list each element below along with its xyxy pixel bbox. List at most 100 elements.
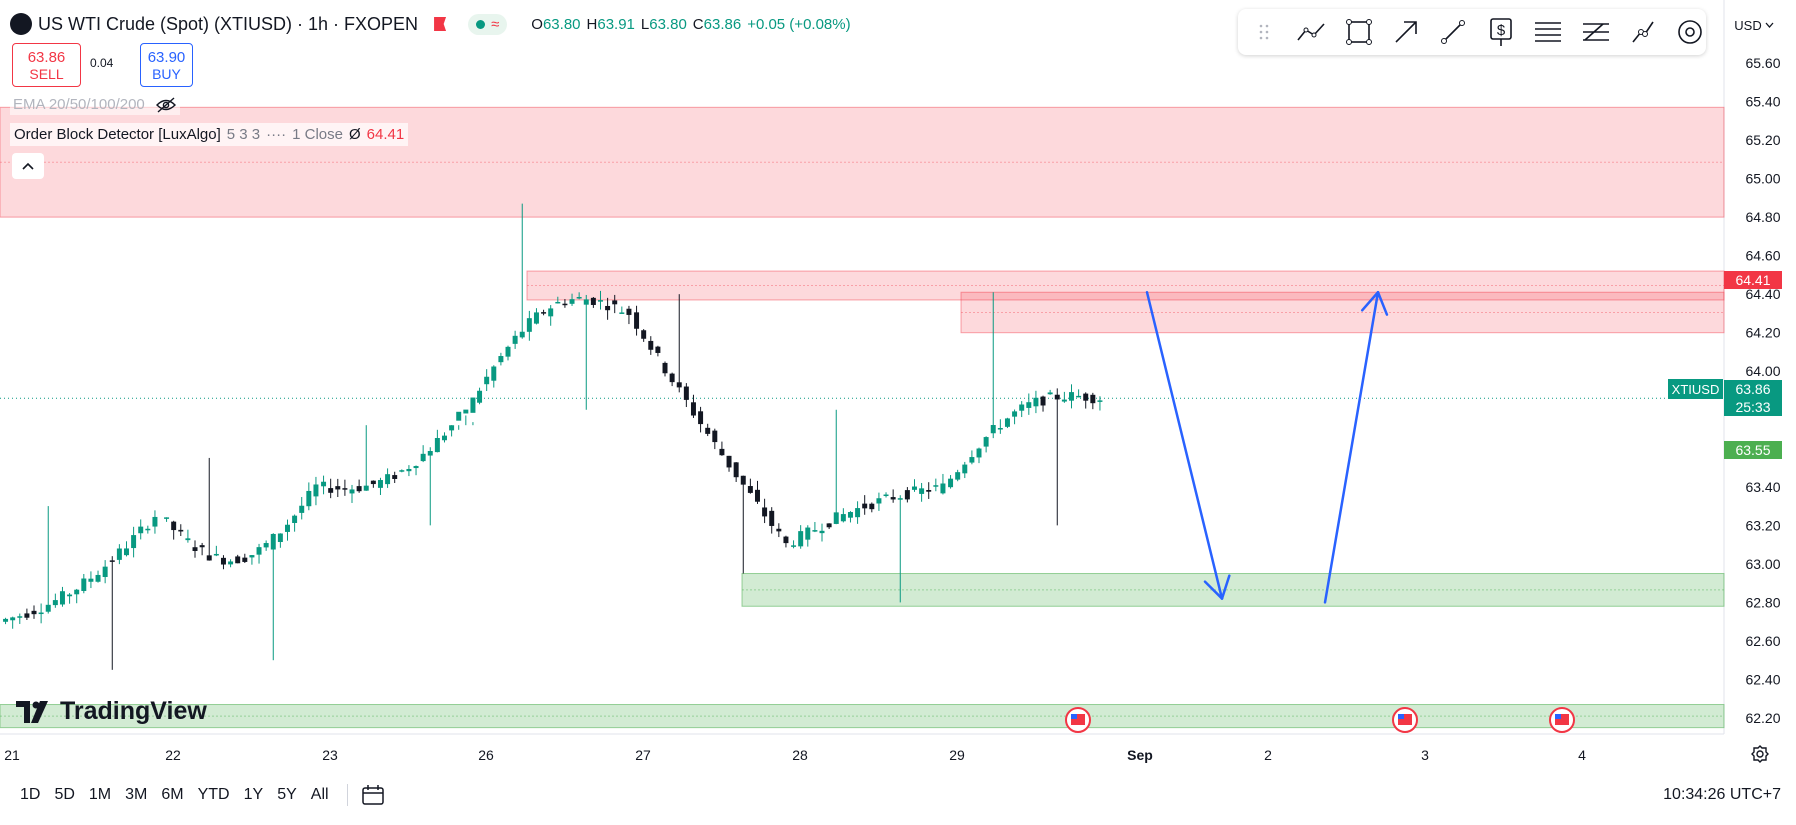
flag-icon[interactable]: [434, 17, 447, 31]
arrow-icon[interactable]: [1390, 16, 1421, 48]
candle-body: [3, 618, 9, 622]
settings-gear-icon[interactable]: [1750, 744, 1770, 764]
candle-body: [228, 561, 234, 565]
order-block-bullish-4: [0, 704, 1725, 729]
candle-body: [463, 409, 469, 414]
range-3m[interactable]: 3M: [125, 786, 148, 803]
symbol-header[interactable]: US WTI Crude (Spot) (XTIUSD) · 1h · FXOP…: [10, 10, 851, 38]
candle-body: [74, 589, 80, 595]
candle-body: [904, 490, 910, 500]
candle-body: [152, 516, 158, 527]
order-block-bearish-1: [526, 270, 1725, 301]
currency-select[interactable]: USD: [1730, 12, 1778, 38]
polyline-icon[interactable]: [1295, 16, 1326, 48]
range-1d[interactable]: 1D: [20, 786, 41, 803]
x-tick-label: 21: [4, 747, 20, 763]
candle-body: [484, 376, 490, 385]
candle-body: [655, 346, 661, 353]
candle-body: [933, 485, 939, 487]
range-all[interactable]: All: [310, 786, 329, 803]
range-selector: 1D 5D 1M 3M 6M YTD 1Y 5Y All: [0, 786, 335, 804]
fib-icon[interactable]: [1580, 16, 1611, 48]
y-tick-label: 65.40: [1745, 94, 1780, 110]
candle-body: [24, 613, 30, 618]
range-5y[interactable]: 5Y: [277, 786, 297, 803]
y-tick-label: 62.80: [1745, 594, 1780, 610]
y-tick-label: 65.20: [1745, 132, 1780, 148]
trendline-icon[interactable]: [1438, 16, 1469, 48]
range-5d[interactable]: 5D: [54, 786, 75, 803]
candle-body: [1054, 394, 1060, 400]
candle-body: [948, 478, 954, 488]
x-tick-label: 22: [165, 747, 181, 763]
candle-body: [377, 480, 383, 488]
eye-hidden-icon[interactable]: [155, 96, 177, 113]
ema-label: EMA 20/50/100/200: [13, 96, 145, 113]
us-event-flag-stripes: [1071, 714, 1085, 725]
candle-body: [498, 356, 504, 363]
ema-legend[interactable]: EMA 20/50/100/200: [10, 94, 180, 115]
bar-countdown-label: 25:33: [1724, 397, 1782, 416]
wave-icon: ≈: [491, 15, 500, 33]
candle-body: [876, 498, 882, 504]
sell-price: 63.86: [27, 48, 66, 66]
candle-body: [719, 448, 725, 456]
candle-body: [869, 503, 875, 510]
us-event-flag-canton: [1398, 714, 1404, 719]
y-tick-label: 64.20: [1745, 325, 1780, 341]
order-block-legend[interactable]: Order Block Detector [LuxAlgo] 5 3 3 ···…: [10, 123, 409, 146]
tradingview-logo[interactable]: TradingView: [16, 697, 207, 726]
path-icon[interactable]: [1627, 16, 1658, 48]
rectangle-icon[interactable]: [1343, 16, 1374, 48]
candle-body: [762, 507, 768, 517]
candle-body: [669, 373, 675, 383]
buy-price: 63.90: [147, 48, 186, 66]
x-tick-label: 2: [1264, 747, 1272, 763]
candle-body: [976, 448, 982, 458]
currency-label: USD: [1734, 17, 1762, 33]
us-event-flag-canton: [1071, 714, 1077, 719]
candle-body: [235, 556, 241, 564]
buy-label: BUY: [152, 65, 181, 82]
collapse-legend-button[interactable]: [12, 153, 44, 179]
grip-icon[interactable]: [1248, 16, 1279, 48]
candle-body: [583, 299, 589, 305]
candle-body: [798, 531, 804, 547]
price-label-icon[interactable]: $: [1485, 16, 1516, 48]
market-status[interactable]: ≈: [468, 13, 508, 35]
range-1y[interactable]: 1Y: [243, 786, 264, 803]
candle-body: [862, 503, 868, 509]
candle-body: [470, 397, 476, 413]
projection-arrow-head: [1360, 291, 1380, 312]
pattern-icon[interactable]: [1675, 16, 1706, 48]
alert-price-label[interactable]: 64.41: [1724, 271, 1782, 289]
candle-body: [712, 430, 718, 443]
range-1m[interactable]: 1M: [88, 786, 112, 803]
candle-body: [328, 488, 334, 493]
projection-arrow-line: [1145, 291, 1224, 600]
candle-body: [491, 366, 497, 381]
candle-body: [698, 411, 704, 425]
buy-button[interactable]: 63.90 BUY: [140, 43, 193, 87]
candle-body: [526, 318, 532, 332]
candle-body: [88, 578, 94, 582]
candle-body: [1019, 404, 1025, 411]
symbol-price-tag: XTIUSD: [1668, 379, 1723, 399]
candle-body: [256, 547, 262, 555]
ob-label: Order Block Detector [LuxAlgo]: [14, 126, 221, 143]
symbol-title[interactable]: US WTI Crude (Spot) (XTIUSD) · 1h · FXOP…: [38, 13, 419, 34]
range-ytd[interactable]: YTD: [197, 786, 230, 803]
candle-body: [1047, 392, 1053, 395]
range-6m[interactable]: 6M: [161, 786, 184, 803]
candle-body: [955, 472, 961, 480]
lines-icon[interactable]: [1532, 16, 1563, 48]
candle-body: [10, 617, 16, 621]
candle-body: [769, 510, 775, 526]
candle-body: [67, 594, 73, 597]
candle-body: [427, 450, 433, 456]
clock[interactable]: 10:34:26 UTC+7: [1663, 786, 1781, 803]
date-range-icon[interactable]: [360, 783, 386, 807]
candle-body: [683, 386, 689, 400]
sell-button[interactable]: 63.86 SELL: [12, 43, 81, 87]
candle-body: [555, 301, 561, 304]
